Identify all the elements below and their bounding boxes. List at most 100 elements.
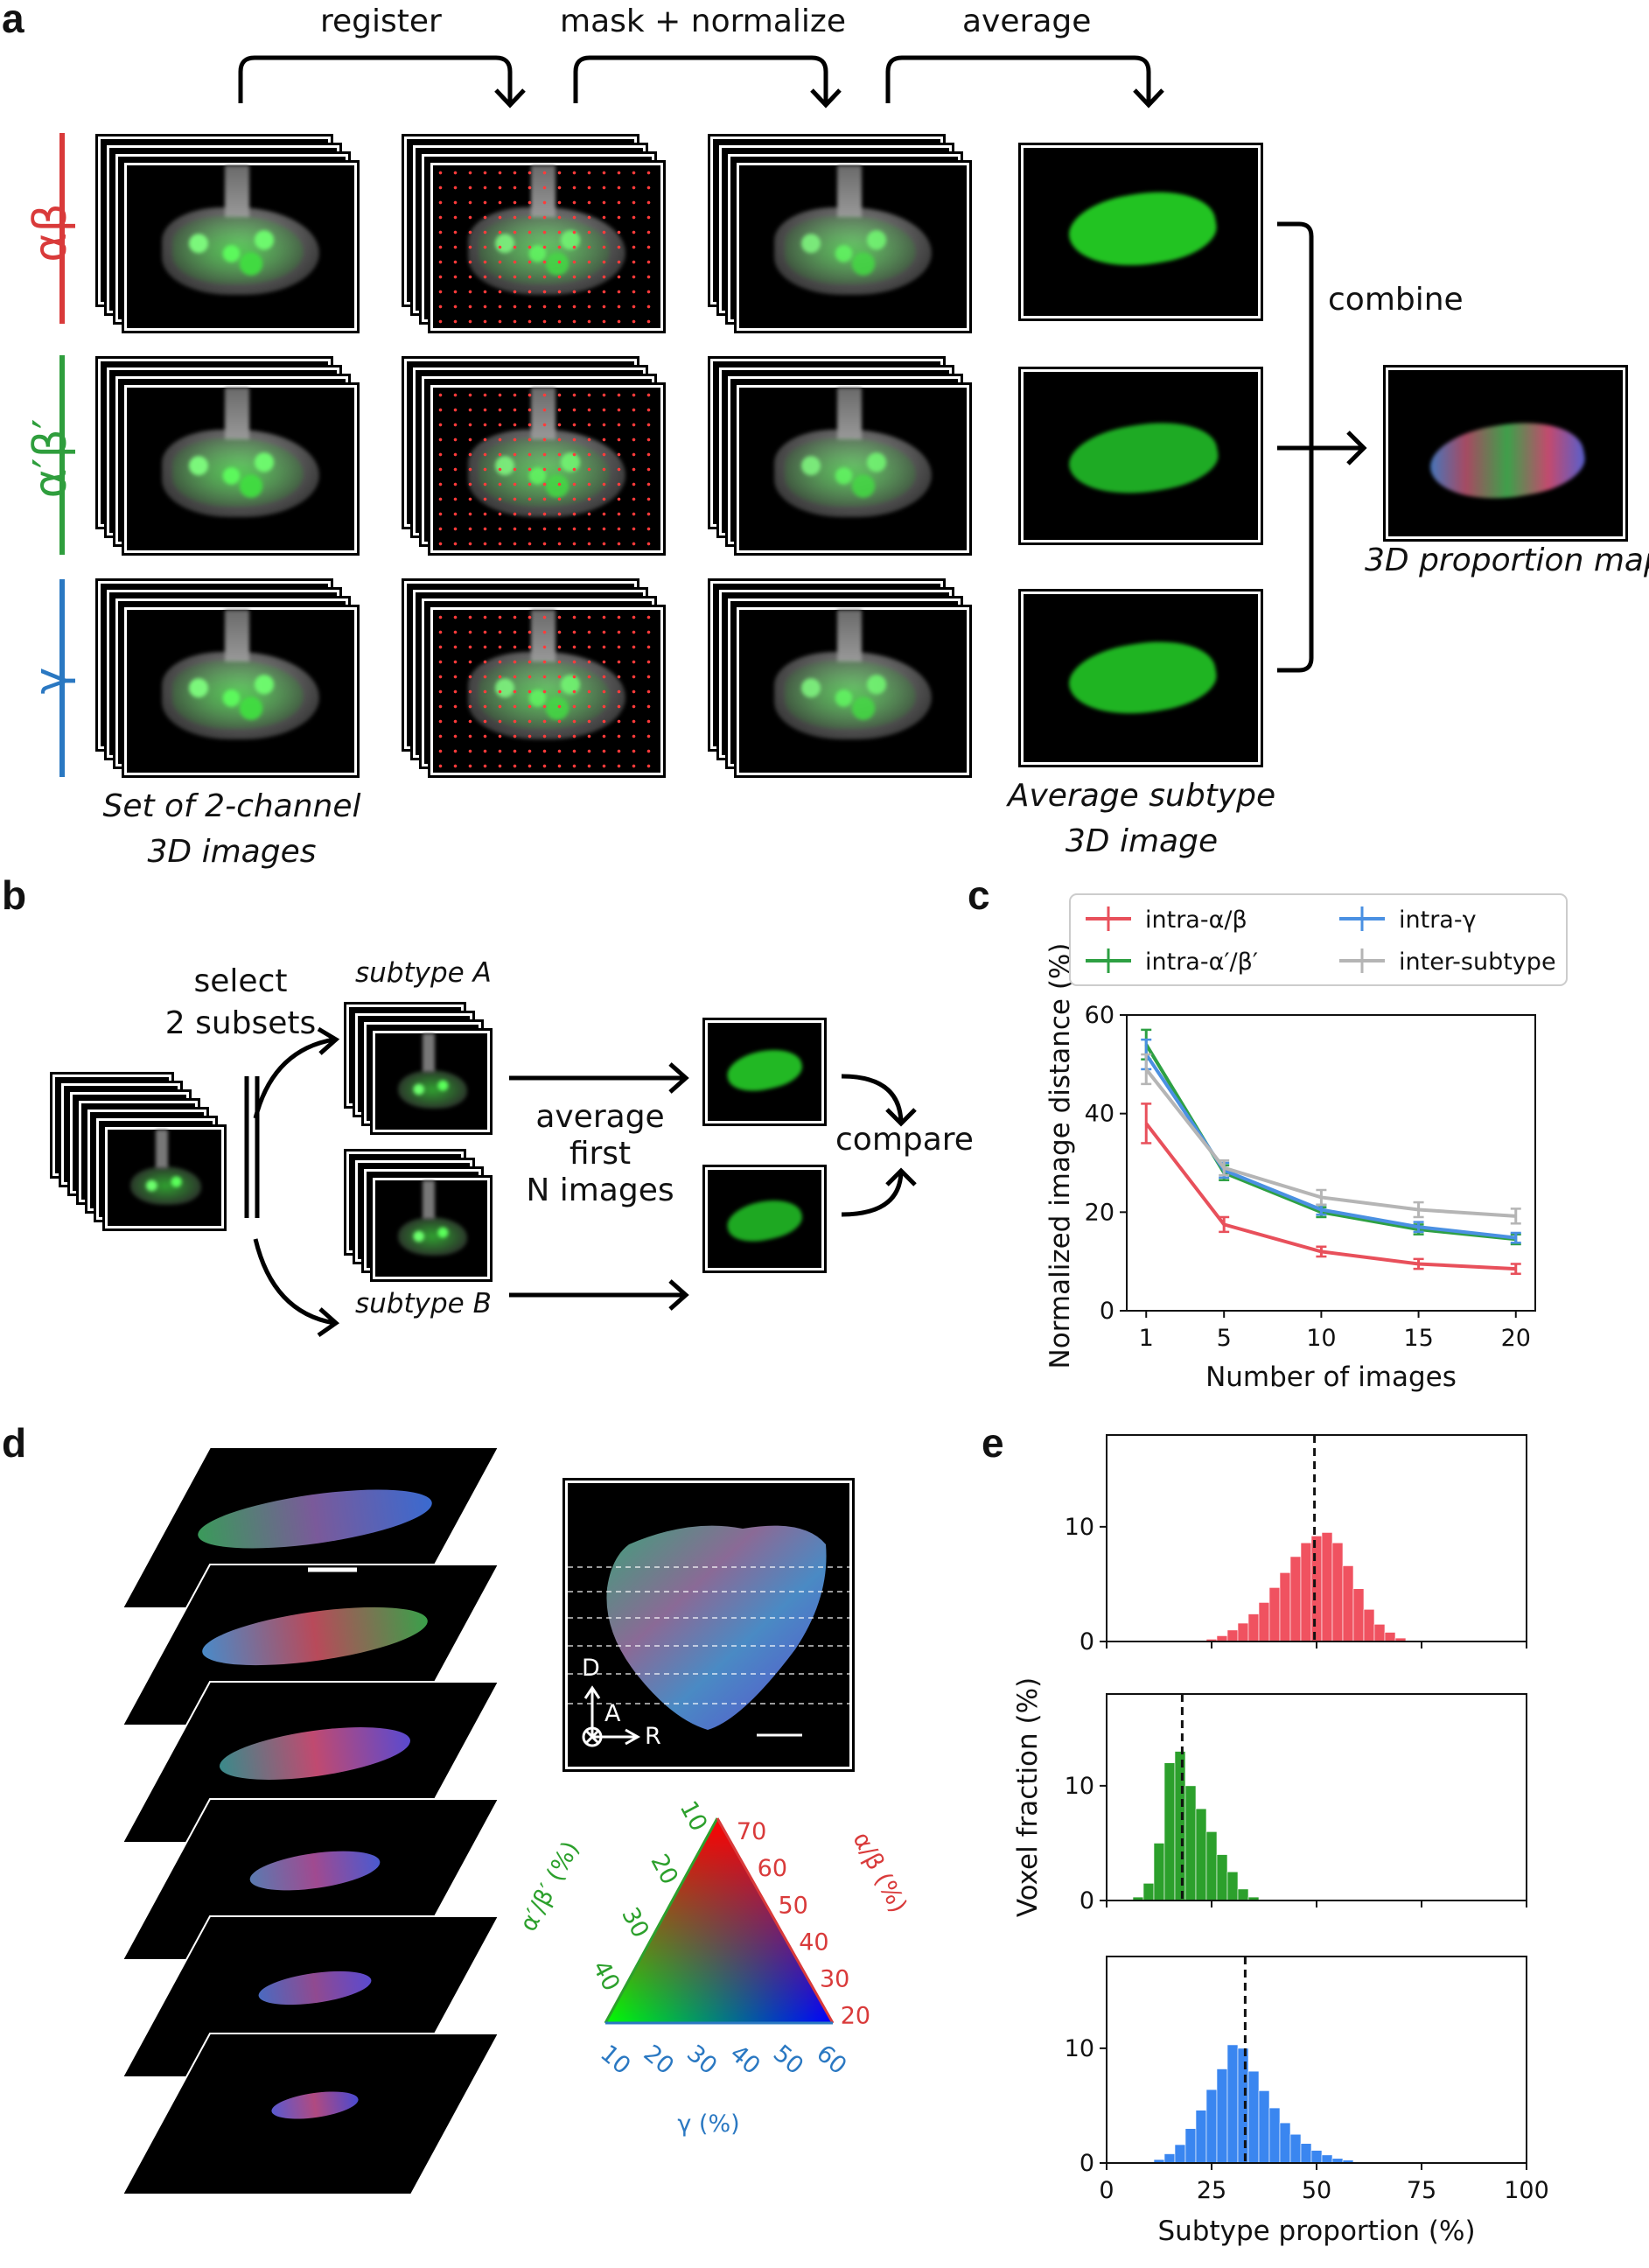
histogram-bar <box>1247 1614 1260 1642</box>
slice-blob <box>220 1727 410 1780</box>
series-line-2 <box>1144 1053 1516 1240</box>
stack-front-image <box>737 163 969 331</box>
panel-letter-d: d <box>2 1420 27 1466</box>
histogram-bar <box>1289 1556 1302 1642</box>
histogram-bar <box>1216 2068 1228 2164</box>
stack-front-image <box>124 385 357 553</box>
y-tick-label: 60 <box>1085 1002 1114 1029</box>
histogram-bar <box>1216 1854 1228 1901</box>
slice-blob <box>271 2091 359 2119</box>
stack-front-image <box>124 607 357 775</box>
y-tick-label: 0 <box>1080 2150 1094 2177</box>
histogram-bar <box>1342 1565 1354 1642</box>
histogram-bar <box>1226 1629 1239 1642</box>
histogram-bar <box>1300 1542 1312 1642</box>
histogram-bar <box>1279 1572 1291 1642</box>
subtype-b-label: subtype B <box>355 1288 492 1320</box>
x-axis-label: Subtype proportion (%) <box>1157 2216 1475 2247</box>
panel-b-arrows <box>244 1026 917 1338</box>
ternary-right-tick: 30 <box>820 1966 849 1993</box>
histogram-bar <box>1205 2089 1218 2164</box>
stack-front-image <box>430 385 663 553</box>
frontal-view-image: D A R <box>565 1480 852 1769</box>
legend-label: intra-γ <box>1399 906 1477 934</box>
ternary-right-tick: 60 <box>758 1855 787 1882</box>
stack-front-image <box>373 1178 490 1279</box>
average-image-apbp <box>1021 369 1261 542</box>
stack-front-image <box>430 607 663 775</box>
x-axis-label: Number of images <box>1205 1362 1457 1393</box>
histogram-bar <box>1237 1888 1249 1901</box>
row-label-apbp: α′β′ <box>24 418 77 499</box>
step-average-label: average <box>962 4 1092 39</box>
x-tick-label: 25 <box>1197 2177 1226 2204</box>
histogram-bar <box>1174 2144 1186 2164</box>
x-tick-label: 75 <box>1407 2177 1436 2204</box>
compare-label: compare <box>835 1122 974 1158</box>
axis-a-label: A <box>604 1700 621 1727</box>
average-image-b <box>705 1167 824 1270</box>
ternary-fill-red <box>605 1818 833 2023</box>
histogram-bar <box>1195 1808 1207 1901</box>
proportion-map-image <box>1386 368 1625 539</box>
step-arrows <box>238 55 1164 108</box>
slice-blob <box>202 1606 428 1666</box>
histogram-bar <box>1153 1843 1165 1901</box>
x-tick-label: 50 <box>1302 2177 1331 2204</box>
average-first-n-label: average first N images <box>526 1099 674 1208</box>
histogram-bar <box>1226 2044 1239 2164</box>
histogram-bar <box>1310 1536 1323 1642</box>
caption-set-of-images: Set of 2-channel 3D images <box>102 788 361 870</box>
ternary-bottom-tick: 40 <box>724 2040 765 2080</box>
row-label-ab: αβ <box>24 203 77 262</box>
legend-label: intra-α/β <box>1145 906 1247 934</box>
row-bar-apbp <box>59 355 65 555</box>
histogram-bar <box>1384 1632 1396 1642</box>
histogram-bar <box>1289 2133 1302 2164</box>
ternary-right-tick: 20 <box>841 2003 870 2030</box>
panel-letter-b: b <box>2 872 27 918</box>
y-tick-label: 0 <box>1080 1628 1094 1656</box>
panel-letter-e: e <box>982 1420 1004 1466</box>
x-tick-label: 10 <box>1306 1325 1336 1352</box>
panel-letter-c: c <box>968 872 990 918</box>
histogram-bar <box>1174 1751 1186 1901</box>
ternary-right-label: α/β (%) <box>847 1828 912 1917</box>
histogram-bar <box>1142 1883 1155 1901</box>
histogram-bar <box>1237 2048 1249 2164</box>
histogram-bar <box>1268 1587 1281 1642</box>
y-axis-label: Normalized image distance (%) <box>1045 943 1076 1369</box>
y-tick-label: 0 <box>1080 1887 1094 1914</box>
histogram-bar <box>1258 1602 1270 1642</box>
y-axis-label: Voxel fraction (%) <box>1012 1677 1044 1917</box>
ternary-right-edge <box>716 1817 835 2024</box>
histogram-bar <box>1352 1588 1365 1642</box>
x-tick-label: 1 <box>1139 1325 1154 1352</box>
stack-front-image <box>373 1031 490 1132</box>
select-subsets-label: select 2 subsets <box>164 963 317 1041</box>
y-tick-label: 10 <box>1065 1773 1094 1800</box>
step-mask-normalize-label: mask + normalize <box>560 4 846 39</box>
subtype-a-label: subtype A <box>355 957 492 989</box>
x-tick-label: 5 <box>1217 1325 1232 1352</box>
histogram-bar <box>1300 2143 1312 2164</box>
ternary-left-tick: 20 <box>645 1850 683 1889</box>
x-tick-label: 20 <box>1501 1325 1531 1352</box>
histogram-bar <box>1279 2122 1291 2164</box>
y-tick-label: 20 <box>1085 1199 1114 1226</box>
ternary-right-tick: 40 <box>799 1928 828 1956</box>
ternary-bottom-tick: 20 <box>639 2040 679 2080</box>
legend-box <box>1069 893 1568 986</box>
average-image-g <box>1021 592 1261 765</box>
histogram-bar <box>1331 1542 1344 1642</box>
ternary-bottom-tick: 10 <box>595 2040 635 2080</box>
ternary-bottom-tick: 60 <box>811 2040 851 2080</box>
ternary-right-tick: 70 <box>737 1818 766 1845</box>
histogram-bar <box>1321 1532 1333 1642</box>
ternary-left-edge <box>604 1817 719 2024</box>
x-tick-label: 15 <box>1403 1325 1433 1352</box>
ternary-left-tick: 10 <box>674 1796 713 1836</box>
histogram-bar <box>1237 1622 1249 1642</box>
